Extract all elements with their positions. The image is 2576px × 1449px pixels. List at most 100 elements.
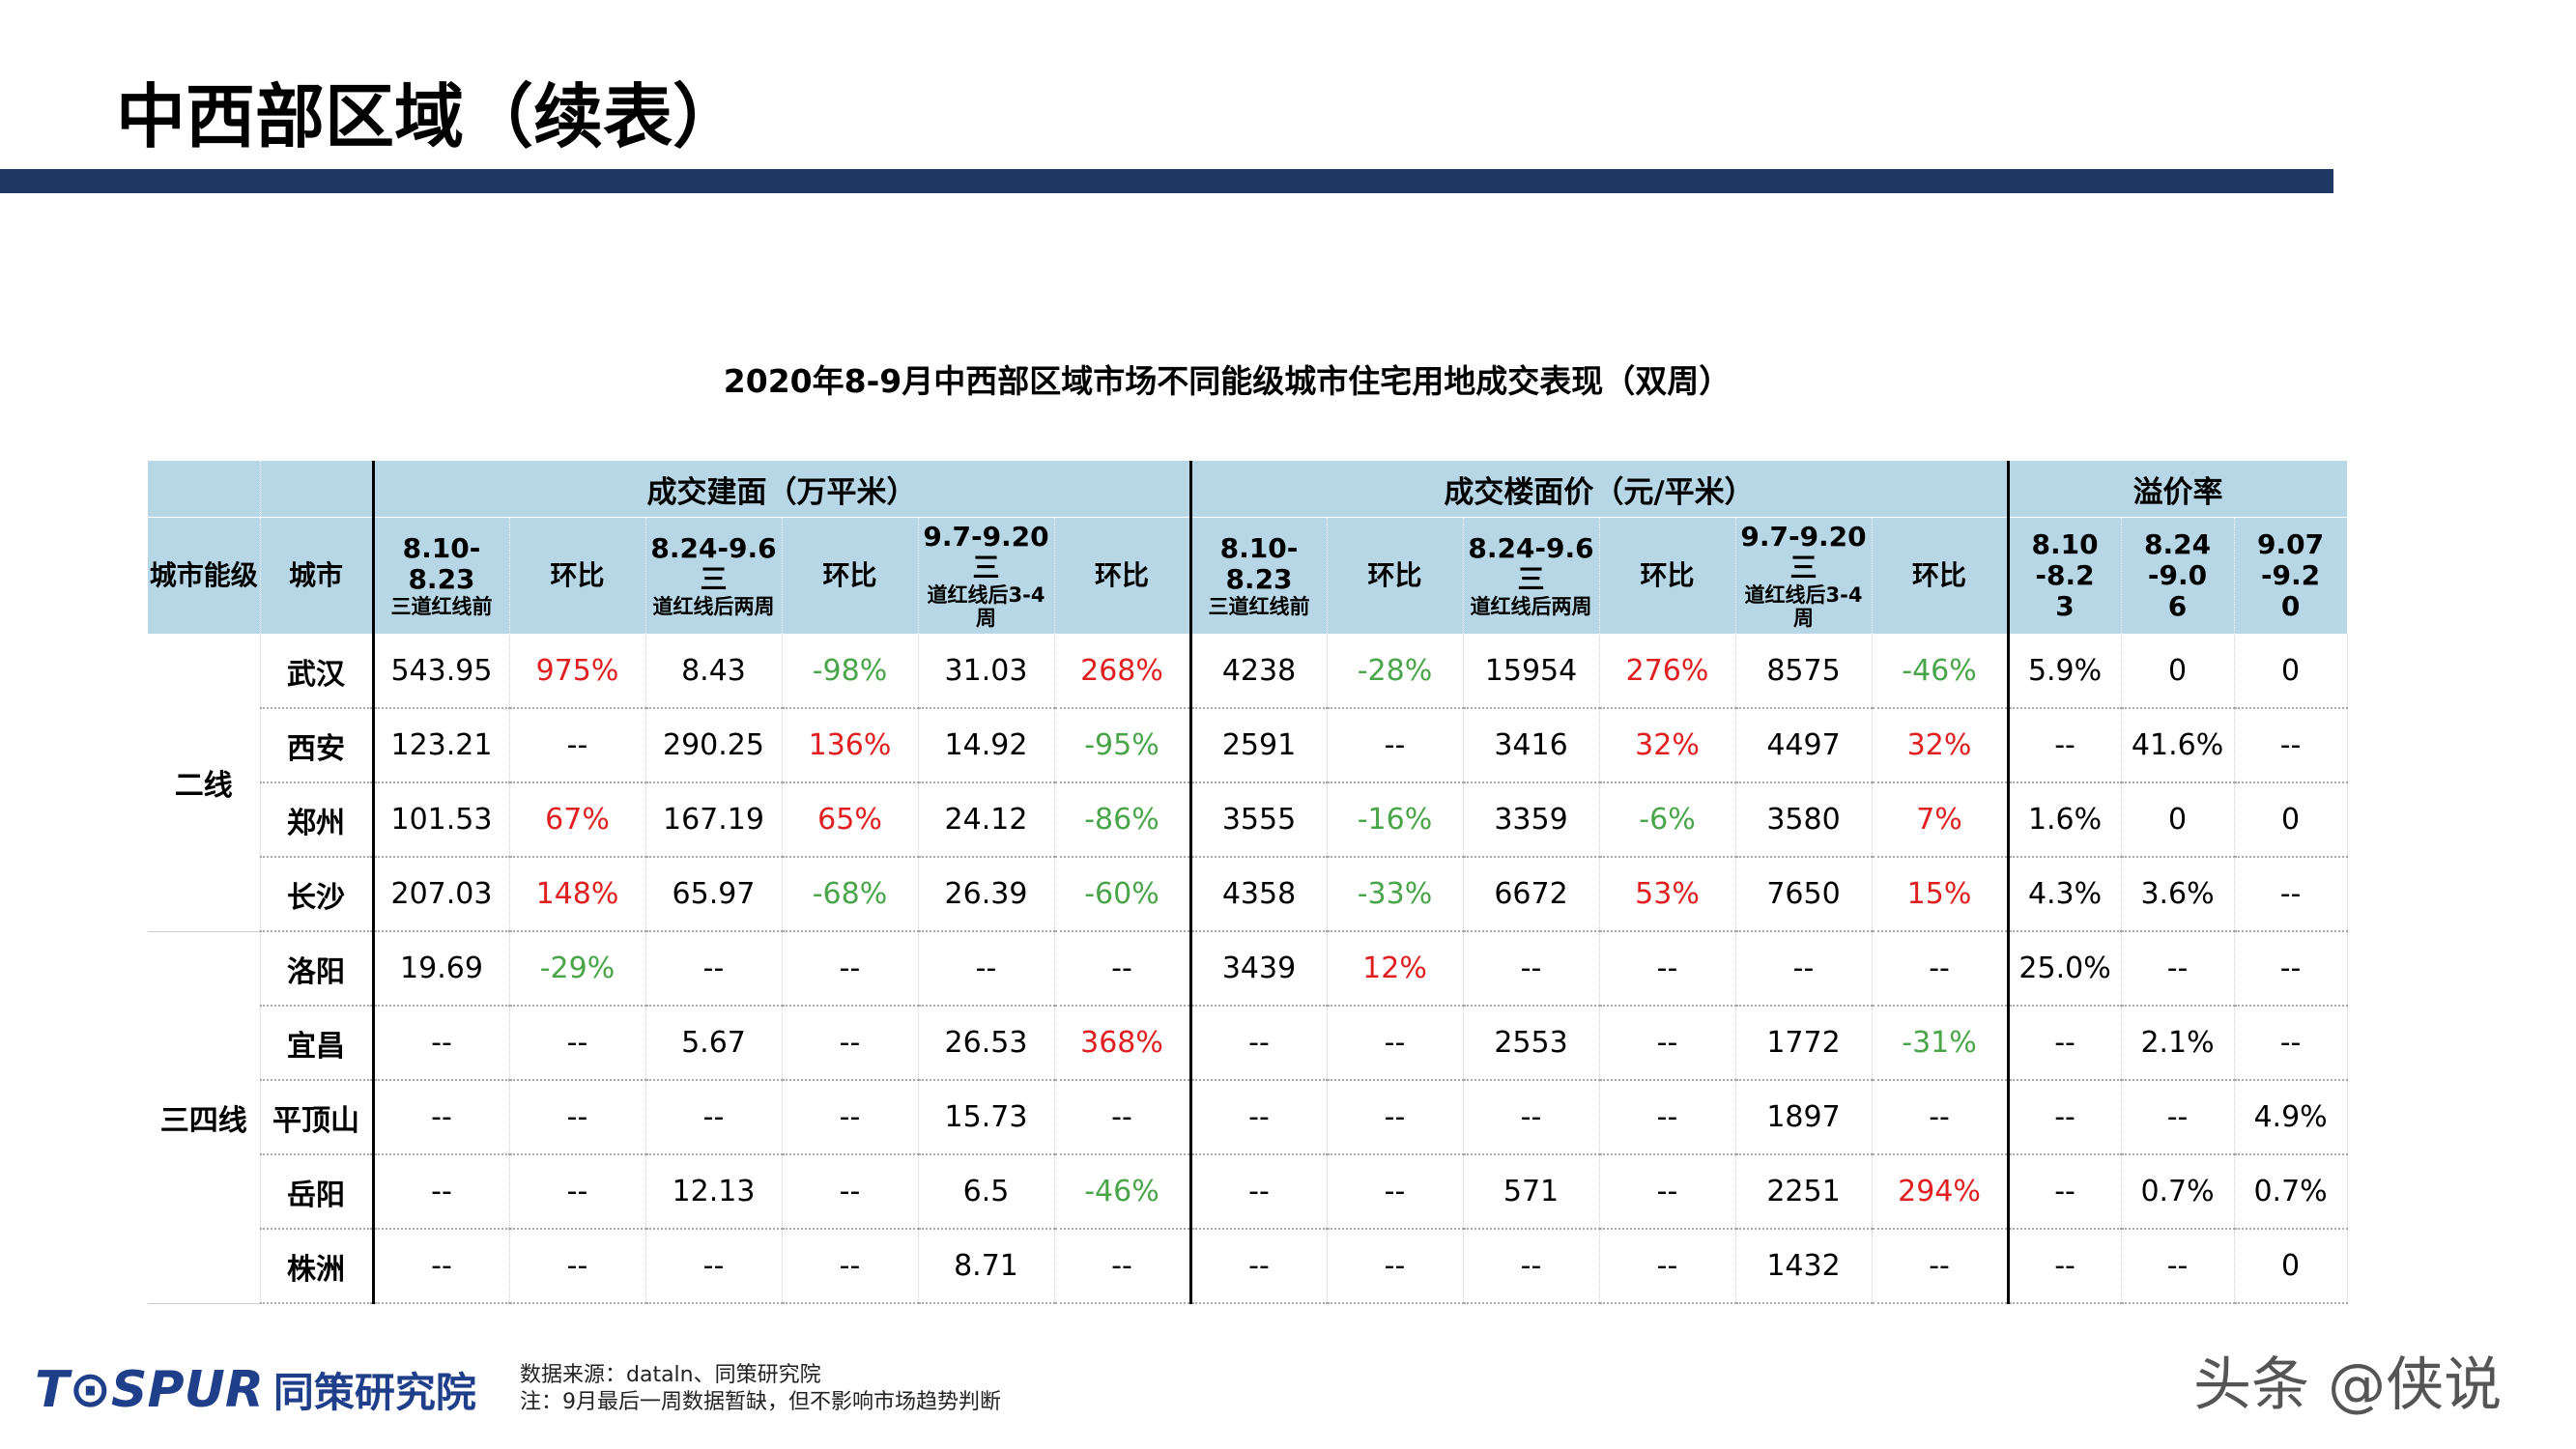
value-cell: 65% xyxy=(782,782,919,858)
value-cell: -- xyxy=(1735,931,1873,1007)
value-cell: -- xyxy=(509,1154,646,1230)
column-header: 8.10-8.23 xyxy=(2006,517,2122,635)
value-cell: -- xyxy=(2006,1154,2122,1230)
value-cell: 6672 xyxy=(1463,857,1600,932)
column-main: 8.24-9.6三 xyxy=(650,531,777,595)
group-header: 成交楼面价（元/平米） xyxy=(1188,461,2009,518)
value-cell: -- xyxy=(2121,1229,2235,1304)
value-cell: -- xyxy=(2234,1006,2348,1081)
value-cell: -33% xyxy=(1327,857,1464,932)
value-cell: 571 xyxy=(1463,1154,1600,1230)
data-row: 长沙 207.03 148% 65.97 -68% 26.39 -60% 4358 -33% 66… xyxy=(148,857,2348,932)
value-cell: 268% xyxy=(1054,634,1191,709)
value-cell: -- xyxy=(2121,1080,2235,1155)
value-cell: 7% xyxy=(1872,782,2009,858)
value-cell: 975% xyxy=(509,634,646,709)
value-cell: -86% xyxy=(1054,782,1191,858)
value-cell: 15954 xyxy=(1463,634,1600,709)
watermark: 头条 @侠说 xyxy=(2193,1351,2503,1419)
value-cell: -- xyxy=(1327,1006,1464,1081)
value-cell: 3359 xyxy=(1463,782,1600,858)
value-cell: -- xyxy=(1599,1080,1736,1155)
value-cell: 65.97 xyxy=(645,857,783,932)
value-cell: -- xyxy=(1599,931,1736,1007)
value-cell: -68% xyxy=(782,857,919,932)
value-cell: 3555 xyxy=(1188,782,1328,858)
value-cell: 101.53 xyxy=(371,782,510,858)
value-cell: -- xyxy=(918,931,1055,1007)
value-cell: -- xyxy=(2234,857,2348,932)
value-cell: 26.39 xyxy=(918,857,1055,932)
column-main: 9.7-9.20三 xyxy=(923,520,1049,583)
value-cell: 2553 xyxy=(1463,1006,1600,1081)
value-cell: 3580 xyxy=(1735,782,1873,858)
logo: T⊙SPUR 同策研究院 xyxy=(35,1360,476,1419)
column-header: 8.10-8.23 三道红线前 xyxy=(371,517,510,635)
value-cell: 7650 xyxy=(1735,857,1873,932)
logo-cn: 同策研究院 xyxy=(272,1369,476,1416)
column-sub: 三道红线前 xyxy=(1208,595,1310,619)
column-sub: 道红线后两周 xyxy=(1470,595,1592,619)
column-main: 8.10-8.23 xyxy=(402,531,481,595)
note-line: 注：9月最后一周数据暂缺，但不影响市场趋势判断 xyxy=(520,1390,1001,1414)
column-row: 城市能级 城市 8.10-8.23 三道红线前 环比 8.24-9.6三 道红线后两周 环比 9… xyxy=(148,517,2348,635)
value-cell: 2591 xyxy=(1188,708,1328,783)
data-table: 成交建面（万平米） 成交楼面价（元/平米） 溢价率 城市能级 城市 8.10-8.23 三道… xyxy=(148,461,2348,1304)
value-cell: -- xyxy=(509,1006,646,1081)
value-cell: -- xyxy=(782,1229,919,1304)
value-cell: 207.03 xyxy=(371,857,510,932)
value-cell: 0 xyxy=(2121,634,2235,709)
column-main: 城市能级 xyxy=(149,558,258,591)
value-cell: -- xyxy=(2121,931,2235,1007)
city-cell: 武汉 xyxy=(260,634,374,709)
value-cell: 4.9% xyxy=(2234,1080,2348,1155)
column-main: 环比 xyxy=(1367,558,1422,591)
value-cell: 3439 xyxy=(1188,931,1328,1007)
value-cell: -95% xyxy=(1054,708,1191,783)
value-cell: 41.6% xyxy=(2121,708,2235,783)
value-cell: 8575 xyxy=(1735,634,1873,709)
group-header: 溢价率 xyxy=(2006,461,2348,518)
value-cell: -- xyxy=(1872,1229,2009,1304)
value-cell: 148% xyxy=(509,857,646,932)
value-cell: 15.73 xyxy=(918,1080,1055,1155)
value-cell: -- xyxy=(645,1229,783,1304)
value-cell: 1772 xyxy=(1735,1006,1873,1081)
group-header: 成交建面（万平米） xyxy=(371,461,1191,518)
column-header: 城市能级 xyxy=(148,517,261,635)
value-cell: 2251 xyxy=(1735,1154,1873,1230)
value-cell: -- xyxy=(782,1080,919,1155)
tier-cell: 三四线 xyxy=(148,931,261,1304)
value-cell: -46% xyxy=(1872,634,2009,709)
value-cell: -- xyxy=(2006,1229,2122,1304)
value-cell: 1.6% xyxy=(2006,782,2122,858)
value-cell: -- xyxy=(1463,931,1600,1007)
value-cell: 123.21 xyxy=(371,708,510,783)
value-cell: 3416 xyxy=(1463,708,1600,783)
data-row: 郑州 101.53 67% 167.19 65% 24.12 -86% 3555 -16% 335… xyxy=(148,782,2348,858)
data-row: 岳阳 -- -- 12.13 -- 6.5 -46% -- -- 571 -- 2251 294% -- 0… xyxy=(148,1154,2348,1230)
city-cell: 岳阳 xyxy=(260,1154,374,1230)
value-cell: 12.13 xyxy=(645,1154,783,1230)
source-line: 数据来源：dataln、同策研究院 xyxy=(520,1363,821,1387)
value-cell: -- xyxy=(2006,1080,2122,1155)
city-cell: 平顶山 xyxy=(260,1080,374,1155)
value-cell: 5.67 xyxy=(645,1006,783,1081)
column-main: 环比 xyxy=(1912,558,1967,591)
value-cell: 26.53 xyxy=(918,1006,1055,1081)
value-cell: 294% xyxy=(1872,1154,2009,1230)
value-cell: -- xyxy=(1327,1080,1464,1155)
value-cell: -- xyxy=(645,1080,783,1155)
value-cell: -28% xyxy=(1327,634,1464,709)
column-header: 9.07-9.20 xyxy=(2234,517,2348,635)
value-cell: 0.7% xyxy=(2234,1154,2348,1230)
city-cell: 西安 xyxy=(260,708,374,783)
city-cell: 洛阳 xyxy=(260,931,374,1007)
value-cell: -- xyxy=(1188,1229,1328,1304)
data-row: 西安 123.21 -- 290.25 136% 14.92 -95% 2591 -- 3416 3… xyxy=(148,708,2348,783)
value-cell: 31.03 xyxy=(918,634,1055,709)
value-cell: -- xyxy=(371,1080,510,1155)
value-cell: 0 xyxy=(2234,634,2348,709)
value-cell: 67% xyxy=(509,782,646,858)
value-cell: 24.12 xyxy=(918,782,1055,858)
